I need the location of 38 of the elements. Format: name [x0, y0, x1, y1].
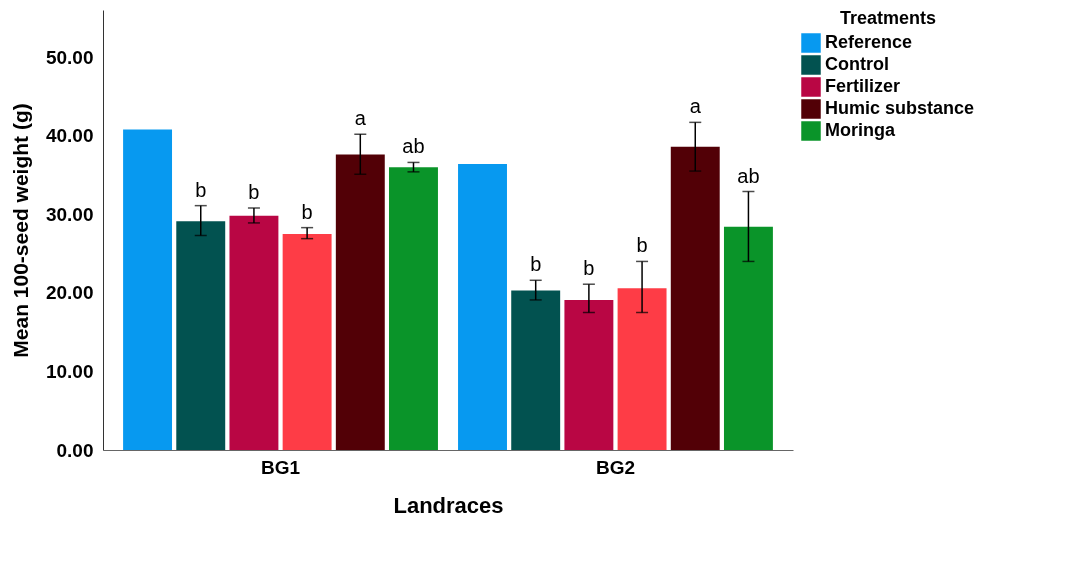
bar — [511, 290, 561, 450]
bar — [617, 288, 667, 450]
bar — [389, 167, 438, 450]
data-label: b — [530, 253, 542, 276]
legend-title: Treatments — [839, 8, 937, 28]
data-label: b — [583, 257, 595, 280]
data-label: b — [301, 200, 313, 223]
y-tick-label: 40.00 — [45, 125, 94, 147]
bar — [123, 129, 173, 450]
bar — [564, 299, 614, 450]
bar — [229, 215, 279, 450]
x-tick-label: BG2 — [595, 456, 636, 478]
y-tick-label: 0.00 — [56, 439, 94, 461]
bar — [335, 154, 385, 450]
legend-label: Moringa — [825, 120, 896, 140]
data-label: ab — [402, 135, 425, 158]
y-tick-label: 10.00 — [45, 360, 94, 382]
y-axis-title: Mean 100-seed weight (g) — [8, 103, 32, 358]
bar — [176, 221, 226, 450]
y-tick-label: 20.00 — [45, 282, 94, 304]
data-label: b — [195, 178, 207, 201]
y-tick-label: 50.00 — [45, 46, 94, 68]
data-label: ab — [737, 164, 760, 187]
bar — [282, 233, 332, 450]
data-label: b — [636, 234, 648, 257]
bar — [670, 146, 720, 450]
data-label: a — [354, 107, 367, 130]
legend-label: Reference — [825, 32, 913, 52]
x-axis-title: Landraces — [393, 492, 504, 518]
bar — [723, 226, 773, 450]
legend-label: Fertilizer — [825, 76, 901, 96]
data-label: b — [248, 181, 260, 203]
y-tick-label: 30.00 — [45, 203, 94, 225]
legend-label: Humic substance — [825, 98, 975, 118]
bar — [458, 164, 507, 450]
data-label: a — [689, 95, 702, 118]
x-tick-label: BG1 — [260, 456, 301, 478]
legend-label: Control — [825, 54, 889, 74]
